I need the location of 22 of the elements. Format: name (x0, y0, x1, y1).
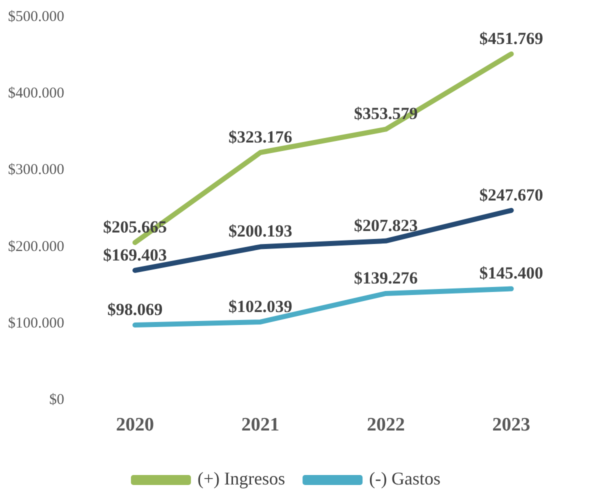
data-label: $247.670 (479, 185, 544, 204)
data-label: $207.823 (354, 216, 418, 235)
y-tick-label: $200.000 (8, 238, 64, 255)
x-tick-label: 2020 (116, 414, 154, 436)
data-label: $451.769 (479, 28, 544, 48)
data-label: $169.403 (103, 245, 167, 264)
data-label: $323.176 (228, 127, 292, 146)
data-label: $145.400 (479, 264, 544, 283)
data-label: $102.039 (228, 296, 292, 316)
y-tick-label: $500.000 (8, 8, 64, 25)
y-tick-label: $400.000 (8, 86, 64, 102)
x-tick-label: 2021 (241, 414, 280, 436)
y-tick-label: $0 (49, 392, 64, 408)
data-label: $200.193 (228, 222, 292, 241)
x-tick-label: 2023 (492, 414, 530, 436)
legend-label: (+) Ingresos (197, 468, 286, 489)
y-tick-label: $100.000 (8, 315, 64, 332)
data-label: $98.069 (107, 300, 163, 319)
data-label: $139.276 (354, 268, 418, 288)
legend-label: (-) Gastos (369, 468, 441, 489)
y-tick-label: $300.000 (8, 162, 64, 178)
x-tick-label: 2022 (366, 414, 405, 436)
